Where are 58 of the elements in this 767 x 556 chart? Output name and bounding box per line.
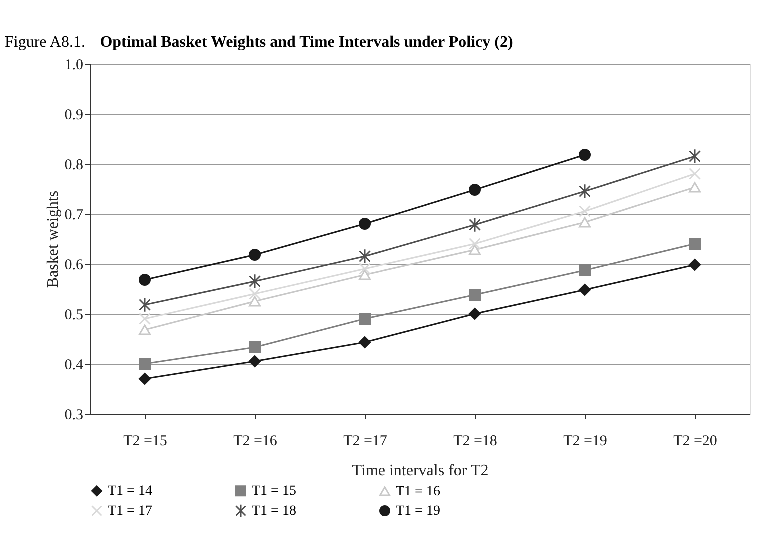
- point: [139, 313, 151, 325]
- point: [469, 238, 481, 250]
- point: [689, 238, 701, 250]
- point: [359, 248, 371, 264]
- point: [249, 356, 261, 368]
- legend-label: T1 = 16: [396, 484, 440, 500]
- point: [249, 249, 261, 261]
- x-tick-label: T2 =20: [674, 434, 718, 450]
- point: [139, 373, 151, 385]
- point: [249, 288, 261, 300]
- point: [359, 218, 371, 230]
- y-axis-title: Basket weights: [44, 190, 62, 288]
- point: [579, 206, 591, 218]
- x-tick-label: T2 =18: [454, 434, 498, 450]
- x-tick-label: T2 =15: [124, 434, 168, 450]
- legend-label: T1 = 15: [252, 484, 296, 500]
- x-axis-title: Time intervals for T2: [352, 462, 489, 480]
- y-tick-label: 0.3: [64, 408, 84, 424]
- x-tick-label: T2 =19: [564, 434, 608, 450]
- point: [249, 342, 261, 354]
- point: [139, 324, 151, 336]
- point: [469, 184, 481, 196]
- y-tick-label: 1.0: [64, 58, 84, 74]
- y-tick-label: 0.9: [64, 108, 84, 124]
- y-tick-label: 0.6: [64, 258, 84, 274]
- point: [579, 149, 591, 161]
- x-tick-label: T2 =16: [234, 434, 278, 450]
- legend-label: T1 = 17: [108, 504, 152, 519]
- y-tick-label: 0.8: [64, 158, 84, 174]
- point: [359, 270, 371, 280]
- y-tick-label: 0.7: [64, 208, 84, 224]
- point: [579, 264, 591, 276]
- point: [469, 244, 481, 256]
- point: [579, 184, 591, 200]
- point: [359, 336, 371, 348]
- point: [249, 274, 261, 290]
- point: [139, 274, 151, 286]
- y-tick-label: 0.5: [64, 308, 84, 324]
- point: [469, 308, 481, 320]
- legend-label: T1 = 14: [108, 484, 152, 500]
- point: [139, 358, 151, 370]
- chart-title: Figure A8.1. Optimal Basket Weights and Time Intervals under Policy (2): [5, 34, 514, 51]
- point: [579, 217, 591, 228]
- point: [469, 217, 481, 233]
- point: [139, 297, 151, 313]
- legend-label: T1 = 18: [252, 504, 296, 519]
- legend-label: T1 = 19: [396, 504, 440, 519]
- point: [689, 182, 701, 193]
- point: [469, 289, 481, 301]
- point: [689, 259, 701, 271]
- point: [579, 284, 591, 296]
- point: [689, 168, 701, 180]
- y-tick-label: 0.4: [64, 358, 84, 374]
- point: [359, 263, 371, 275]
- point: [249, 296, 261, 307]
- x-tick-label: T2 =17: [344, 434, 388, 450]
- point: [359, 313, 371, 325]
- point: [689, 148, 701, 164]
